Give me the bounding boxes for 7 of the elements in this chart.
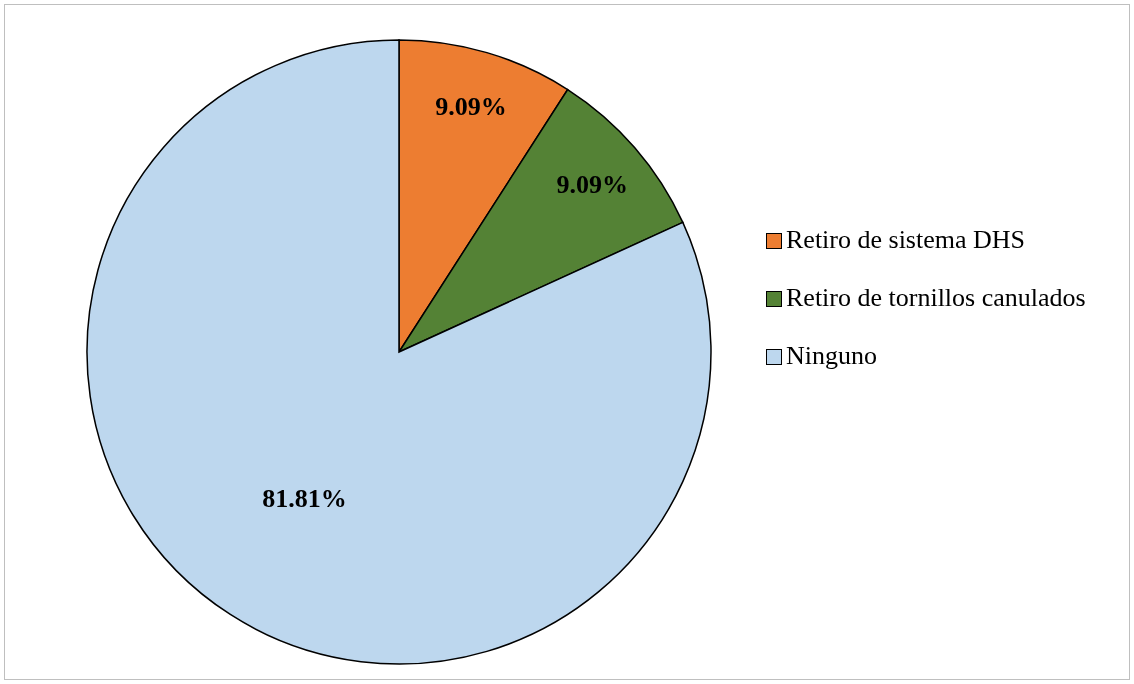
pie-slice (86, 39, 712, 665)
legend-label: Ninguno (786, 340, 877, 372)
data-label: 9.09% (435, 92, 507, 122)
legend-label: Retiro de sistema DHS (786, 224, 1026, 256)
data-label: 81.81% (262, 484, 347, 514)
legend-label: Retiro de tornillos canulados (786, 282, 1086, 314)
data-label: 9.09% (556, 169, 629, 199)
